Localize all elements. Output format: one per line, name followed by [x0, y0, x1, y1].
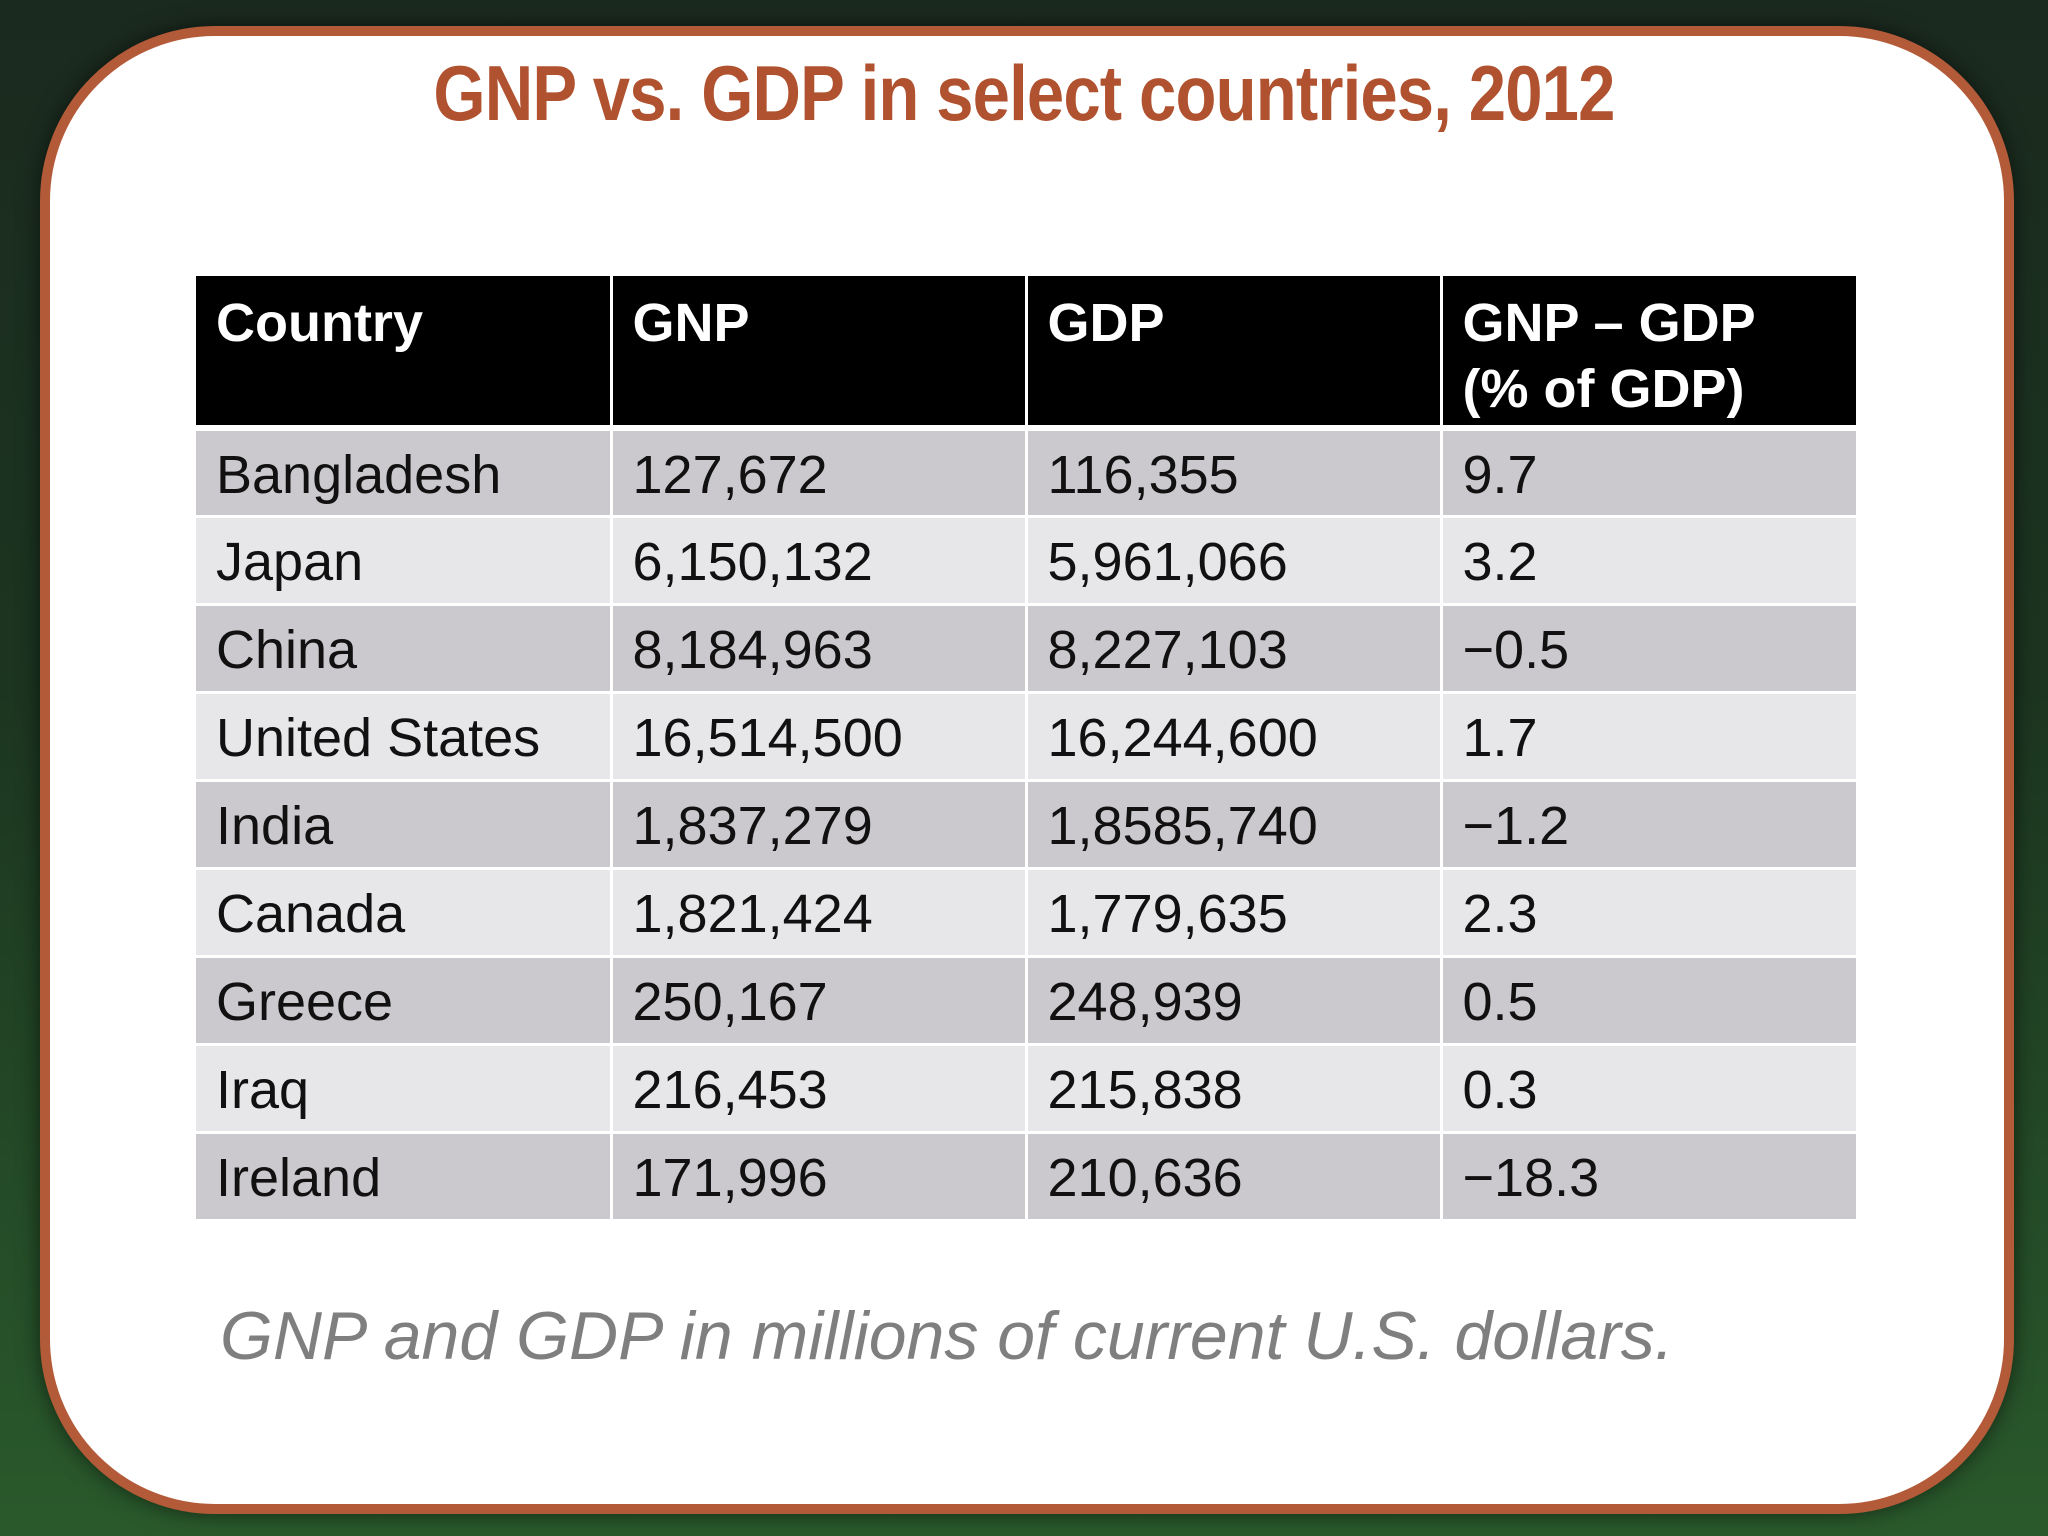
cell-gnp: 171,996: [611, 1132, 1028, 1222]
cell-country: Japan: [196, 516, 613, 606]
table-row: Bangladesh 127,672 116,355 9.7: [196, 428, 1856, 518]
units-footnote: GNP and GDP in millions of current U.S. …: [220, 1298, 1674, 1374]
cell-gnp: 250,167: [611, 956, 1028, 1046]
cell-gnp: 1,837,279: [611, 780, 1028, 870]
header-gnp: GNP: [611, 276, 1028, 431]
cell-country: China: [196, 604, 613, 694]
gnp-gdp-table: Country GNP GDP GNP – GDP (% of GDP) Bang…: [196, 276, 1856, 1222]
cell-diff: −1.2: [1441, 780, 1856, 870]
cell-gdp: 1,8585,740: [1026, 780, 1443, 870]
cell-gnp: 16,514,500: [611, 692, 1028, 782]
cell-diff: 0.3: [1441, 1044, 1856, 1134]
table-row: Ireland 171,996 210,636 −18.3: [196, 1132, 1856, 1222]
cell-gnp: 127,672: [611, 428, 1028, 518]
cell-country: Bangladesh: [196, 428, 613, 518]
header-gnp-minus-gdp-line1: GNP – GDP: [1462, 293, 1756, 353]
header-gnp-minus-gdp-line2: (% of GDP): [1462, 359, 1745, 419]
cell-gdp: 116,355: [1026, 428, 1443, 518]
table-row: United States 16,514,500 16,244,600 1.7: [196, 692, 1856, 782]
table-row: Iraq 216,453 215,838 0.3: [196, 1044, 1856, 1134]
table-header-row: Country GNP GDP GNP – GDP (% of GDP): [196, 276, 1856, 431]
cell-diff: −18.3: [1441, 1132, 1856, 1222]
table-row: China 8,184,963 8,227,103 −0.5: [196, 604, 1856, 694]
cell-diff: 3.2: [1441, 516, 1856, 606]
table-row: India 1,837,279 1,8585,740 −1.2: [196, 780, 1856, 870]
cell-gdp: 215,838: [1026, 1044, 1443, 1134]
cell-diff: 1.7: [1441, 692, 1856, 782]
cell-gdp: 210,636: [1026, 1132, 1443, 1222]
cell-diff: 0.5: [1441, 956, 1856, 1046]
header-gnp-minus-gdp: GNP – GDP (% of GDP): [1441, 276, 1856, 431]
table-row: Canada 1,821,424 1,779,635 2.3: [196, 868, 1856, 958]
cell-diff: −0.5: [1441, 604, 1856, 694]
cell-country: United States: [196, 692, 613, 782]
cell-country: Greece: [196, 956, 613, 1046]
cell-country: India: [196, 780, 613, 870]
cell-country: Canada: [196, 868, 613, 958]
cell-diff: 2.3: [1441, 868, 1856, 958]
cell-gdp: 1,779,635: [1026, 868, 1443, 958]
header-gdp: GDP: [1026, 276, 1443, 431]
cell-country: Ireland: [196, 1132, 613, 1222]
cell-diff: 9.7: [1441, 428, 1856, 518]
cell-gnp: 6,150,132: [611, 516, 1028, 606]
table-row: Japan 6,150,132 5,961,066 3.2: [196, 516, 1856, 606]
cell-gnp: 8,184,963: [611, 604, 1028, 694]
cell-gdp: 5,961,066: [1026, 516, 1443, 606]
cell-gnp: 1,821,424: [611, 868, 1028, 958]
header-country: Country: [196, 276, 613, 431]
cell-country: Iraq: [196, 1044, 613, 1134]
cell-gnp: 216,453: [611, 1044, 1028, 1134]
cell-gdp: 16,244,600: [1026, 692, 1443, 782]
table-row: Greece 250,167 248,939 0.5: [196, 956, 1856, 1046]
slide-title: GNP vs. GDP in select countries, 2012: [433, 49, 1615, 137]
cell-gdp: 8,227,103: [1026, 604, 1443, 694]
cell-gdp: 248,939: [1026, 956, 1443, 1046]
